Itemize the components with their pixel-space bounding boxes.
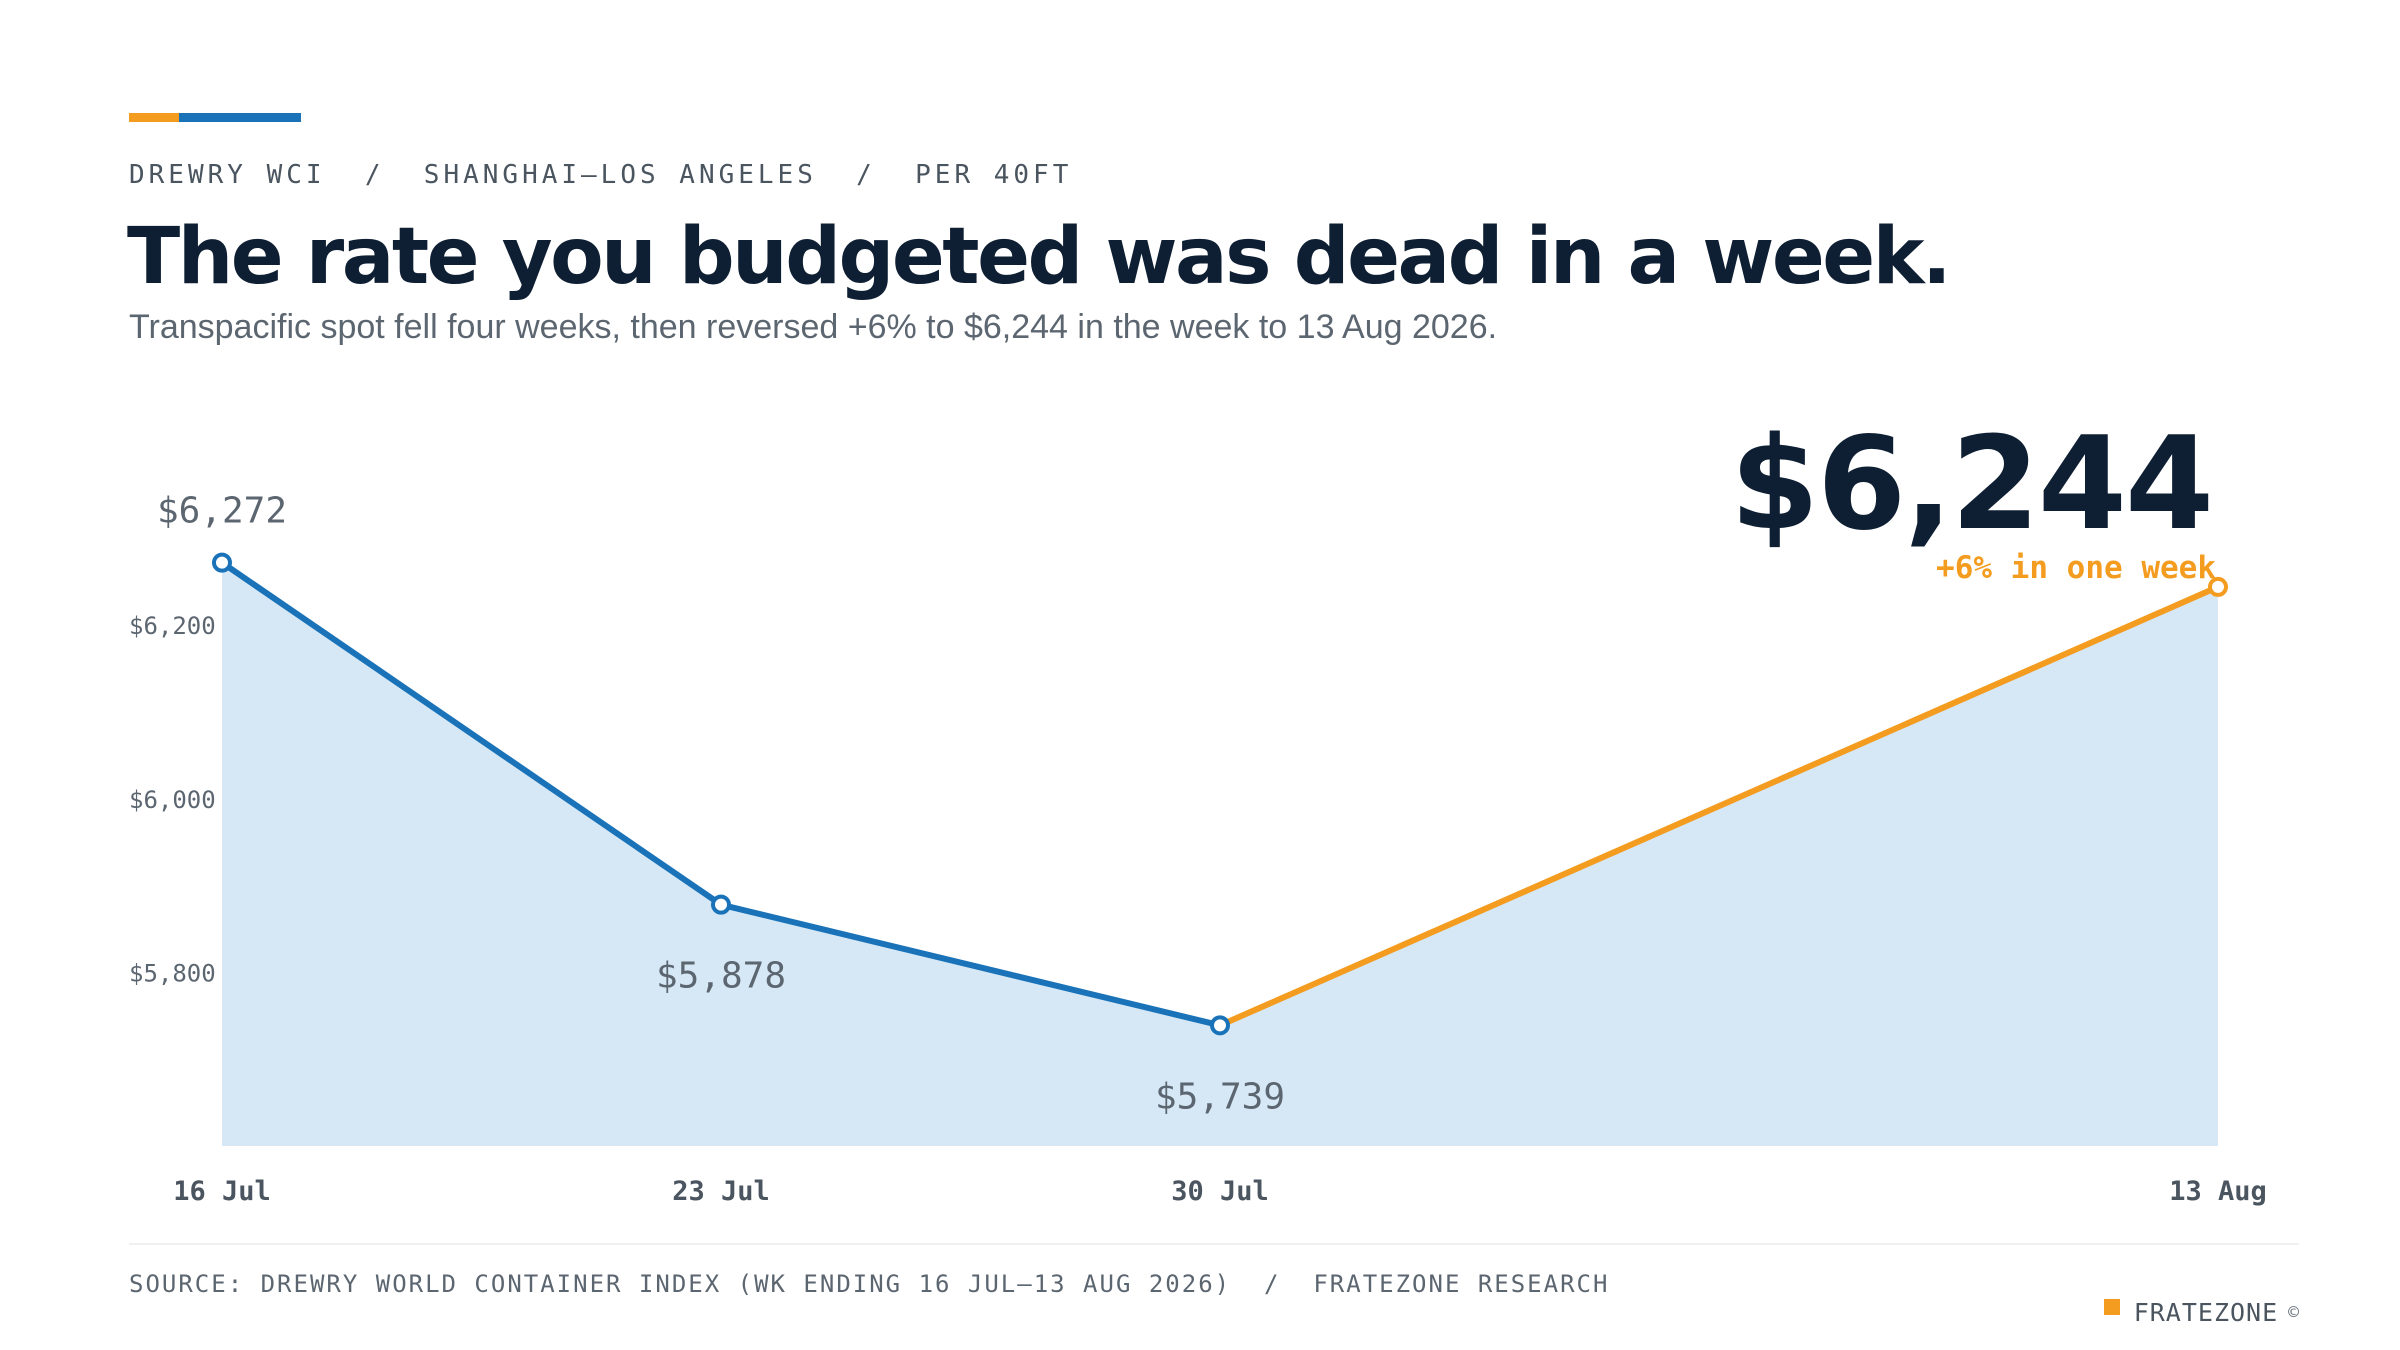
brand: FRATEZONE ©: [2103, 1298, 2300, 1327]
area-fill: [222, 562, 2218, 1146]
decline-segment: [718, 901, 1223, 1029]
accent-bar-blue: [179, 113, 301, 122]
y-tick-label: $6,000: [129, 786, 216, 814]
callout-change: +6% in one week: [1936, 550, 2216, 586]
data-point: [1210, 1015, 1230, 1036]
copyright-icon: ©: [2288, 1302, 2300, 1323]
data-point: [2208, 576, 2228, 597]
source-note: SOURCE: DREWRY WORLD CONTAINER INDEX (WK…: [129, 1270, 1610, 1298]
accent-bar-orange: [129, 113, 179, 122]
kicker: DREWRY WCI / SHANGHAI–LOS ANGELES / PER …: [129, 160, 1073, 190]
area-layer: [222, 562, 2218, 1146]
x-tick-label: 30 Jul: [1171, 1176, 1269, 1207]
data-label: $5,878: [656, 956, 786, 997]
page-subtitle: Transpacific spot fell four weeks, then …: [129, 308, 1498, 346]
callout-value: $6,244: [1730, 410, 2212, 559]
brand-name: FRATEZONE: [2133, 1298, 2279, 1327]
data-points: [212, 552, 2228, 1036]
data-labels: $6,272 $5,878 $5,739: [157, 491, 1285, 1118]
rise-segment: [1217, 583, 2221, 1029]
data-point: [711, 894, 731, 915]
page-title: The rate you budgeted was dead in a week…: [127, 212, 1952, 302]
x-tick-label: 16 Jul: [173, 1176, 271, 1207]
x-tick-label: 23 Jul: [672, 1176, 770, 1207]
x-tick-label: 13 Aug: [2169, 1176, 2267, 1207]
decline-segment: [219, 559, 724, 908]
footer-divider: [129, 1243, 2299, 1245]
line-layer: [219, 559, 2221, 1029]
data-point: [212, 552, 232, 573]
x-axis-ticks: 16 Jul 23 Jul 30 Jul 13 Aug: [173, 1176, 2267, 1207]
accent-bar: [129, 113, 301, 122]
data-label: $5,739: [1155, 1076, 1285, 1117]
brand-square-icon: [2103, 1298, 2120, 1315]
y-tick-label: $6,200: [129, 612, 216, 640]
y-axis-ticks: $5,800 $6,000 $6,200: [129, 612, 216, 987]
data-label: $6,272: [157, 491, 287, 532]
y-tick-label: $5,800: [129, 959, 216, 987]
